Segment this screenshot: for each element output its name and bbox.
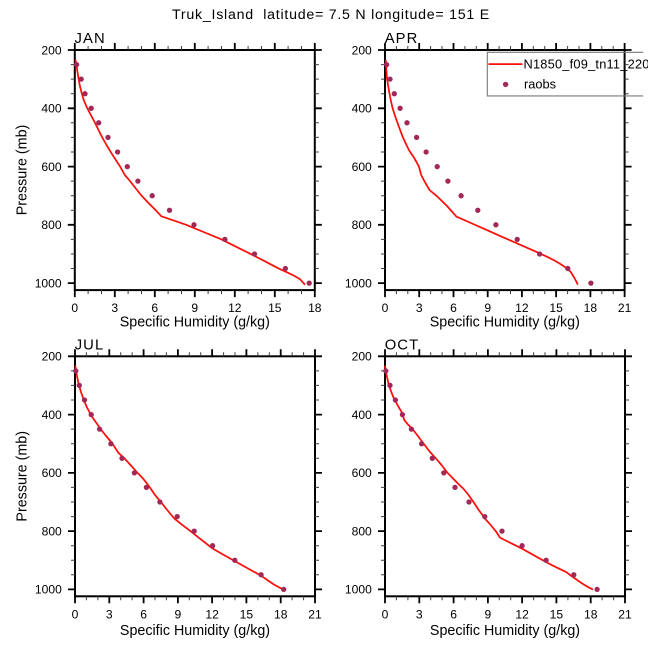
svg-text:Pressure (mb): Pressure (mb) xyxy=(15,431,31,522)
svg-text:6: 6 xyxy=(450,301,457,315)
svg-text:3: 3 xyxy=(111,301,118,315)
svg-text:9: 9 xyxy=(191,301,198,315)
svg-text:18: 18 xyxy=(308,301,322,315)
svg-text:Specific Humidity (g/kg): Specific Humidity (g/kg) xyxy=(120,623,270,639)
svg-text:9: 9 xyxy=(175,607,182,621)
svg-text:9: 9 xyxy=(484,301,491,315)
svg-text:400: 400 xyxy=(352,408,372,422)
svg-text:21: 21 xyxy=(618,301,632,315)
svg-text:12: 12 xyxy=(205,607,219,621)
svg-text:400: 400 xyxy=(41,102,61,116)
svg-text:12: 12 xyxy=(515,301,529,315)
svg-text:15: 15 xyxy=(240,607,254,621)
svg-text:600: 600 xyxy=(41,160,61,174)
svg-text:3: 3 xyxy=(416,607,423,621)
svg-text:JUL: JUL xyxy=(75,337,105,353)
svg-text:21: 21 xyxy=(618,607,632,621)
svg-text:Truk_Island latitude= 7.5 N l: Truk_Island latitude= 7.5 N longitude= 1… xyxy=(172,7,490,23)
svg-text:0: 0 xyxy=(71,301,78,315)
svg-text:1000: 1000 xyxy=(35,583,62,597)
svg-text:0: 0 xyxy=(382,301,389,315)
svg-text:800: 800 xyxy=(352,524,372,538)
svg-text:800: 800 xyxy=(352,218,372,232)
svg-text:OCT: OCT xyxy=(385,337,420,353)
svg-text:15: 15 xyxy=(550,607,564,621)
svg-text:JAN: JAN xyxy=(75,31,106,47)
svg-text:18: 18 xyxy=(584,607,598,621)
svg-text:21: 21 xyxy=(308,607,322,621)
svg-text:15: 15 xyxy=(268,301,282,315)
svg-text:Pressure (mb): Pressure (mb) xyxy=(15,125,31,216)
svg-text:Specific Humidity (g/kg): Specific Humidity (g/kg) xyxy=(120,315,270,331)
svg-text:12: 12 xyxy=(228,301,242,315)
svg-text:N1850_f09_tn11_22020: N1850_f09_tn11_22020 xyxy=(524,56,648,71)
svg-text:0: 0 xyxy=(72,607,79,621)
svg-text:400: 400 xyxy=(42,408,62,422)
svg-text:Specific Humidity (g/kg): Specific Humidity (g/kg) xyxy=(430,315,580,331)
svg-text:600: 600 xyxy=(352,466,372,480)
svg-text:1000: 1000 xyxy=(345,276,372,290)
svg-text:600: 600 xyxy=(352,160,372,174)
svg-text:6: 6 xyxy=(140,607,147,621)
svg-text:18: 18 xyxy=(584,301,598,315)
svg-text:200: 200 xyxy=(352,43,372,57)
svg-text:200: 200 xyxy=(42,350,62,364)
svg-text:800: 800 xyxy=(41,218,61,232)
svg-text:Specific Humidity (g/kg): Specific Humidity (g/kg) xyxy=(430,623,580,639)
svg-text:200: 200 xyxy=(41,43,61,57)
svg-text:15: 15 xyxy=(549,301,563,315)
svg-text:18: 18 xyxy=(274,607,288,621)
svg-text:9: 9 xyxy=(485,607,492,621)
svg-text:400: 400 xyxy=(352,102,372,116)
svg-text:raobs: raobs xyxy=(524,77,556,92)
svg-text:6: 6 xyxy=(450,607,457,621)
svg-text:3: 3 xyxy=(106,607,113,621)
svg-text:200: 200 xyxy=(352,350,372,364)
svg-text:1000: 1000 xyxy=(35,276,62,290)
svg-text:1000: 1000 xyxy=(345,583,372,597)
svg-text:800: 800 xyxy=(42,524,62,538)
svg-text:12: 12 xyxy=(515,607,529,621)
svg-text:600: 600 xyxy=(42,466,62,480)
svg-text:0: 0 xyxy=(382,607,389,621)
svg-text:6: 6 xyxy=(151,301,158,315)
svg-text:APR: APR xyxy=(385,31,419,47)
svg-text:3: 3 xyxy=(416,301,423,315)
